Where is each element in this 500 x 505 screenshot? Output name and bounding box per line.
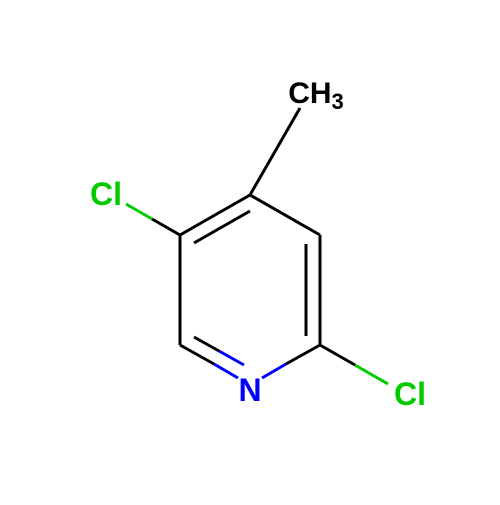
bond-c6-n-outer-b — [214, 364, 238, 378]
atom-n: N — [238, 372, 261, 408]
bond-c2-cl1-b — [355, 365, 388, 384]
bond-c6-n-inner-a — [194, 337, 219, 351]
bond-n-c2 — [262, 364, 286, 378]
bond-c6-n-inner-b — [219, 351, 244, 365]
atom-cl1: Cl — [394, 376, 426, 412]
bond-c4-c5-inner — [194, 211, 250, 243]
bond-c6-n-outer-a — [180, 345, 214, 364]
bond-c4-c5-outer — [180, 195, 250, 235]
bond-c4-ch3 — [250, 108, 300, 195]
bond-c5-cl2-a — [152, 219, 180, 235]
bond-c5-cl2-b — [126, 204, 152, 219]
bond-c3-c4 — [250, 195, 320, 235]
atom-cl2: Cl — [90, 176, 122, 212]
atom-ch3: CH3 — [288, 77, 344, 114]
molecule-diagram: N Cl Cl CH3 — [0, 0, 500, 500]
bond-n-c2-b — [286, 345, 320, 364]
bond-c2-cl1-a — [320, 345, 355, 365]
